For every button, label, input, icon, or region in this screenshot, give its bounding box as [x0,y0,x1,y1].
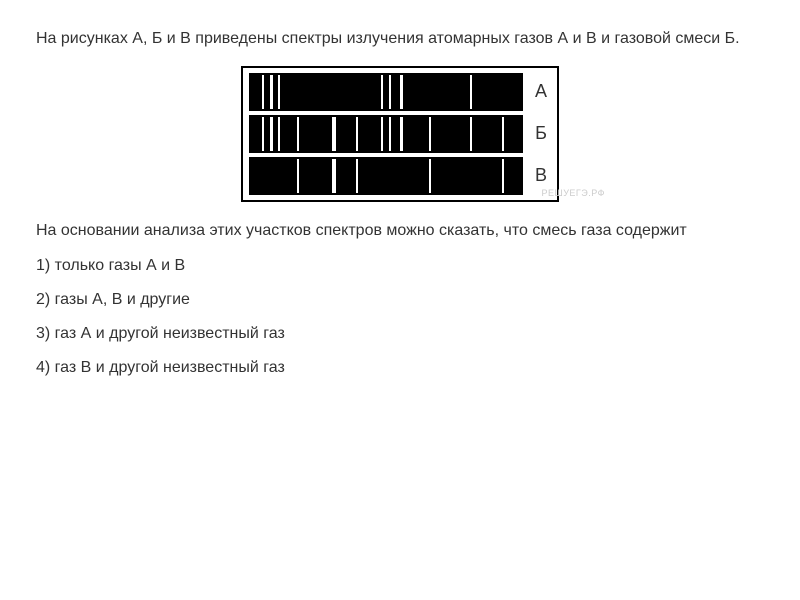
spectral-line [429,159,431,193]
spectral-line [381,75,383,109]
spectral-line [297,159,299,193]
question-text: На основании анализа этих участков спект… [36,220,764,242]
spectrum-А [249,73,523,111]
spectral-line [262,117,264,151]
spectral-line [297,117,299,151]
spectral-line [502,159,504,193]
figure-container: АБВРЕШУЕГЭ.РФ [36,66,764,202]
spectral-line [429,117,431,151]
spectrum-label-А: А [531,81,551,102]
option-1: 1) только газы А и В [36,257,764,275]
spectral-line [400,117,403,151]
intro-text: На рисунках А, Б и В приведены спектры и… [36,28,764,50]
spectrum-Б [249,115,523,153]
spectral-line [381,117,383,151]
spectral-line [262,75,264,109]
spectral-line [502,117,504,151]
spectral-line [270,75,273,109]
spectral-line [389,117,391,151]
spectral-line [356,117,358,151]
spectral-line [389,75,391,109]
spectrum-row-Б: Б [249,115,551,153]
spectral-line [470,75,472,109]
spectral-line [332,159,336,193]
spectrum-row-В: В [249,157,551,195]
spectral-line [470,117,472,151]
spectral-line [278,75,280,109]
option-2: 2) газы А, В и другие [36,291,764,309]
option-3: 3) газ А и другой неизвестный газ [36,325,764,343]
spectral-line [332,117,336,151]
spectral-line [270,117,273,151]
spectral-line [356,159,358,193]
spectrum-label-В: В [531,165,551,186]
spectrum-label-Б: Б [531,123,551,144]
spectral-line [400,75,403,109]
option-4: 4) газ В и другой неизвестный газ [36,359,764,377]
spectrum-В [249,157,523,195]
spectrum-row-А: А [249,73,551,111]
spectra-figure: АБВРЕШУЕГЭ.РФ [241,66,559,202]
spectral-line [278,117,280,151]
